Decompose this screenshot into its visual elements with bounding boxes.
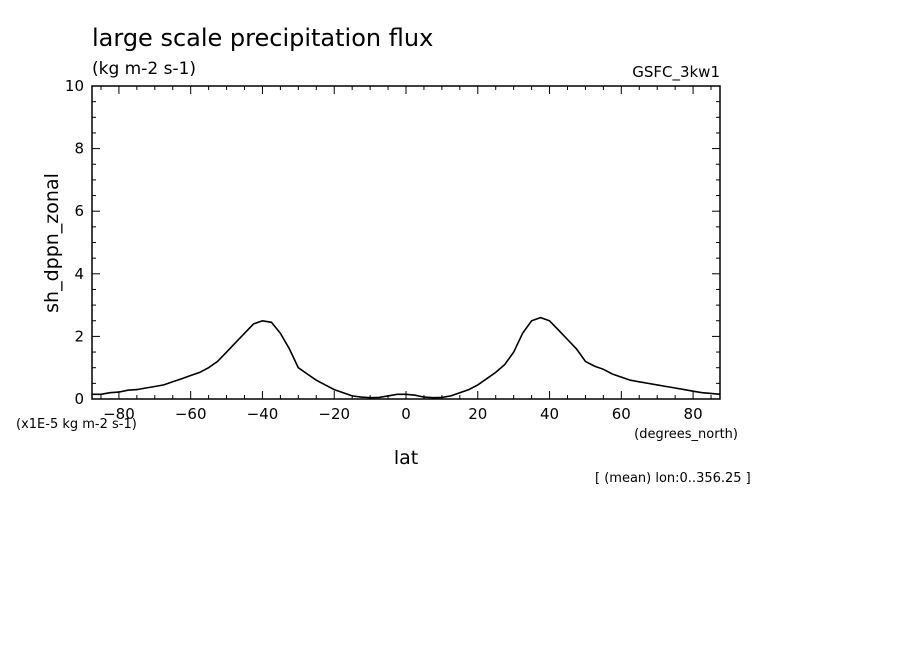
x-tick-labels: −80 −60 −40 −20 0 20 40 60 80 xyxy=(103,405,703,423)
footnote: [ (mean) lon:0..356.25 ] xyxy=(595,471,751,486)
x-axis-label: lat xyxy=(394,447,418,469)
series-line xyxy=(92,316,721,399)
x-tick-label: 20 xyxy=(468,405,487,423)
plot-area: −80 −60 −40 −20 0 20 40 60 80 0 2 4 6 8 10 xyxy=(65,77,721,423)
y-tick-label: 0 xyxy=(74,390,84,408)
x-tick-label: −20 xyxy=(318,405,350,423)
x-tick-label: 80 xyxy=(684,405,703,423)
y-tick-label: 4 xyxy=(74,265,84,283)
y-tick-label: 2 xyxy=(74,327,84,345)
y-tick-labels: 0 2 4 6 8 10 xyxy=(65,77,84,408)
model-label: GSFC_3kw1 xyxy=(632,63,720,82)
x-tick-label: 40 xyxy=(540,405,559,423)
axis-ticks xyxy=(92,85,720,400)
x-tick-label: 60 xyxy=(612,405,631,423)
y-tick-label: 6 xyxy=(74,202,84,220)
y-axis-label: sh_dppn_zonal xyxy=(41,173,63,313)
chart-title: large scale precipitation flux xyxy=(92,24,433,52)
y-tick-label: 8 xyxy=(74,140,84,158)
x-tick-label: −40 xyxy=(247,405,279,423)
x-units-label: (degrees_north) xyxy=(634,427,738,442)
plot-frame xyxy=(91,85,721,400)
y-scale-note: (x1E-5 kg m-2 s-1) xyxy=(16,417,137,432)
chart-subtitle: (kg m-2 s-1) xyxy=(92,59,196,79)
x-tick-label: −60 xyxy=(175,405,207,423)
x-tick-label: −80 xyxy=(103,405,135,423)
y-tick-label: 10 xyxy=(65,77,84,95)
x-tick-label: 0 xyxy=(401,405,411,423)
